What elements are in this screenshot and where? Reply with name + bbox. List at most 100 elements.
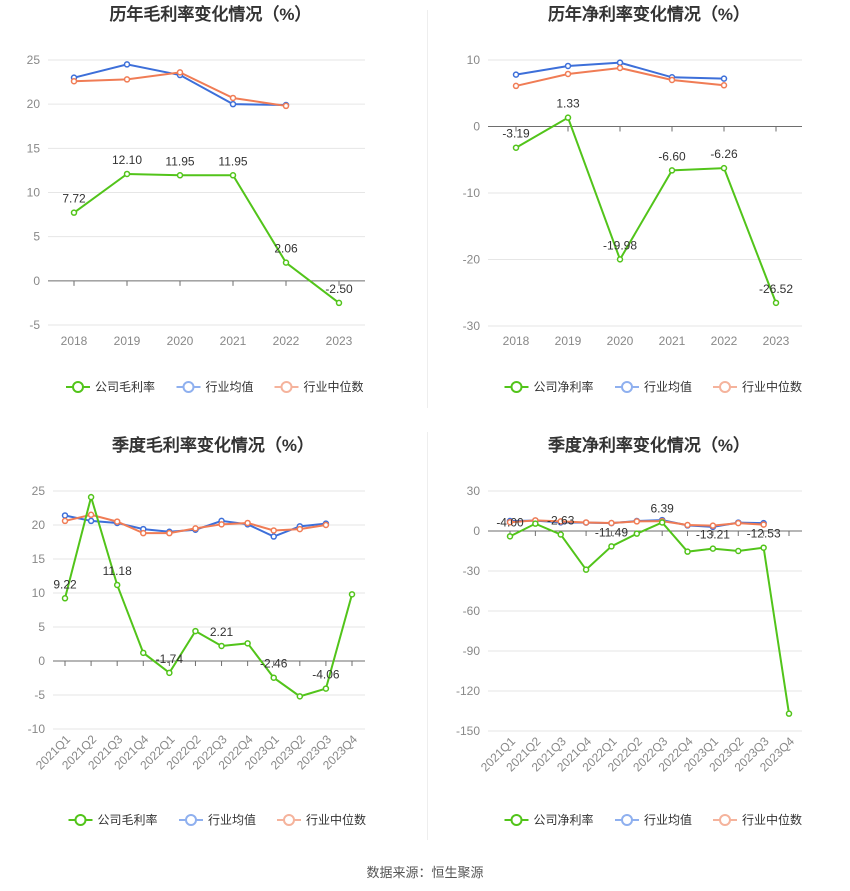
legend-label: 行业中位数 [742, 379, 802, 394]
data-point [166, 669, 173, 677]
chart-title: 季度毛利率变化情况（%） [112, 435, 314, 455]
legend-marker [510, 814, 523, 826]
data-point [140, 529, 147, 537]
data-point [720, 164, 728, 172]
chart-title: 季度净利率变化情况（%） [548, 435, 750, 455]
data-point [335, 299, 343, 307]
data-label: 12.10 [112, 153, 142, 167]
legend-marker [283, 814, 295, 826]
y-tick-label: 10 [32, 586, 46, 600]
data-point [582, 566, 590, 573]
legend-marker [74, 814, 87, 826]
data-point [557, 531, 564, 538]
vertical-divider-bottom [427, 432, 428, 840]
annual-gross-margin-svg: 历年毛利率变化情况（%） -5 0 5 10 15 20 25 2018 2019 2020 2021… [27, 4, 365, 394]
data-point [658, 519, 666, 526]
data-point [512, 82, 520, 90]
data-point [87, 511, 95, 519]
legend-label: 行业中位数 [306, 812, 366, 827]
data-point [506, 533, 514, 540]
x-tick-label: 2021 [659, 334, 686, 348]
y-tick-label: -150 [456, 724, 480, 738]
legend-marker [510, 381, 523, 393]
y-tick-label: 10 [27, 186, 41, 200]
data-point [772, 299, 780, 307]
chart-annual-net-margin: 历年净利率变化情况（%） -30 -20 -10 0 10 2018 2019 2020 2021… [425, 0, 850, 410]
data-label: 7.72 [62, 192, 86, 206]
data-point [87, 493, 95, 501]
legend-label: 行业中位数 [742, 812, 802, 827]
data-point [633, 518, 641, 525]
legend-marker [280, 381, 293, 393]
data-point [735, 519, 742, 527]
legend-marker [185, 814, 197, 826]
data-point [709, 545, 717, 552]
data-label: -12.53 [747, 527, 781, 541]
data-point [512, 71, 520, 78]
data-point [616, 59, 624, 66]
data-point [113, 518, 121, 525]
data-label: 11.18 [103, 564, 132, 578]
y-tick-label: -10 [463, 186, 481, 200]
data-point [61, 512, 69, 519]
x-tick-label: 2019 [555, 334, 582, 348]
data-point [720, 82, 728, 89]
y-tick-label: 0 [38, 654, 45, 668]
data-point [608, 519, 615, 527]
y-tick-label: 30 [467, 484, 481, 498]
series-line [64, 493, 353, 698]
data-point [348, 591, 356, 598]
legend-label: 行业中位数 [304, 379, 364, 394]
data-label: -13.21 [696, 528, 730, 542]
data-point [760, 544, 767, 551]
x-tick-label: 2020 [167, 334, 194, 348]
x-tick-label: 2022 [273, 334, 300, 348]
data-point [244, 519, 251, 527]
y-tick-label: 5 [33, 230, 40, 244]
chart-root: 历年净利率变化情况（%） -30 -20 -10 0 10 2018 2019 2020 2021… [463, 4, 802, 394]
data-point [512, 144, 520, 151]
data-point [282, 259, 290, 266]
y-tick-label: 0 [473, 524, 480, 538]
data-label: -6.60 [658, 149, 686, 163]
legend-label: 行业均值 [208, 812, 256, 827]
data-point [322, 685, 330, 692]
legend-label: 行业均值 [644, 379, 692, 394]
data-point [270, 533, 277, 540]
data-point [70, 209, 78, 216]
data-point [616, 64, 624, 72]
quarterly-net-margin-svg: 季度净利率变化情况（%）-150-120-90-60-300302021Q120… [456, 435, 802, 827]
chart-title: 历年净利率变化情况（%） [548, 4, 750, 24]
data-point [244, 640, 251, 647]
y-tick-label: 25 [32, 484, 46, 498]
data-point [322, 521, 330, 529]
x-tick-label: 2020 [607, 334, 634, 348]
data-label: -11.49 [595, 525, 628, 539]
chart-title: 历年毛利率变化情况（%） [109, 4, 311, 24]
data-point [87, 517, 95, 525]
chart-annual-gross-margin: 历年毛利率变化情况（%） -5 0 5 10 15 20 25 2018 2019 2020 2021… [0, 0, 425, 410]
data-point [564, 70, 572, 78]
data-point [192, 525, 199, 532]
data-label: -4.00 [496, 515, 524, 529]
data-label: -2.46 [260, 657, 288, 671]
y-tick-label: 0 [33, 274, 40, 288]
x-tick-label: 2021 [220, 334, 247, 348]
data-point [608, 543, 615, 550]
data-point [506, 518, 514, 526]
chart-root: 历年毛利率变化情况（%） -5 0 5 10 15 20 25 2018 2019 2020 2021… [27, 4, 365, 394]
legend-marker [182, 381, 195, 393]
y-tick-label: 15 [27, 141, 41, 155]
y-tick-label: -5 [34, 688, 45, 702]
data-point [61, 517, 69, 525]
y-tick-label: 15 [32, 552, 46, 566]
y-tick-label: -30 [463, 319, 481, 333]
y-tick-label: -20 [463, 253, 481, 267]
data-point [270, 527, 277, 534]
data-point [709, 522, 717, 529]
data-point [123, 61, 131, 68]
series-line [515, 116, 777, 304]
data-label: 1.33 [556, 97, 580, 111]
y-tick-label: -10 [28, 722, 46, 736]
y-tick-label: 5 [38, 620, 45, 634]
